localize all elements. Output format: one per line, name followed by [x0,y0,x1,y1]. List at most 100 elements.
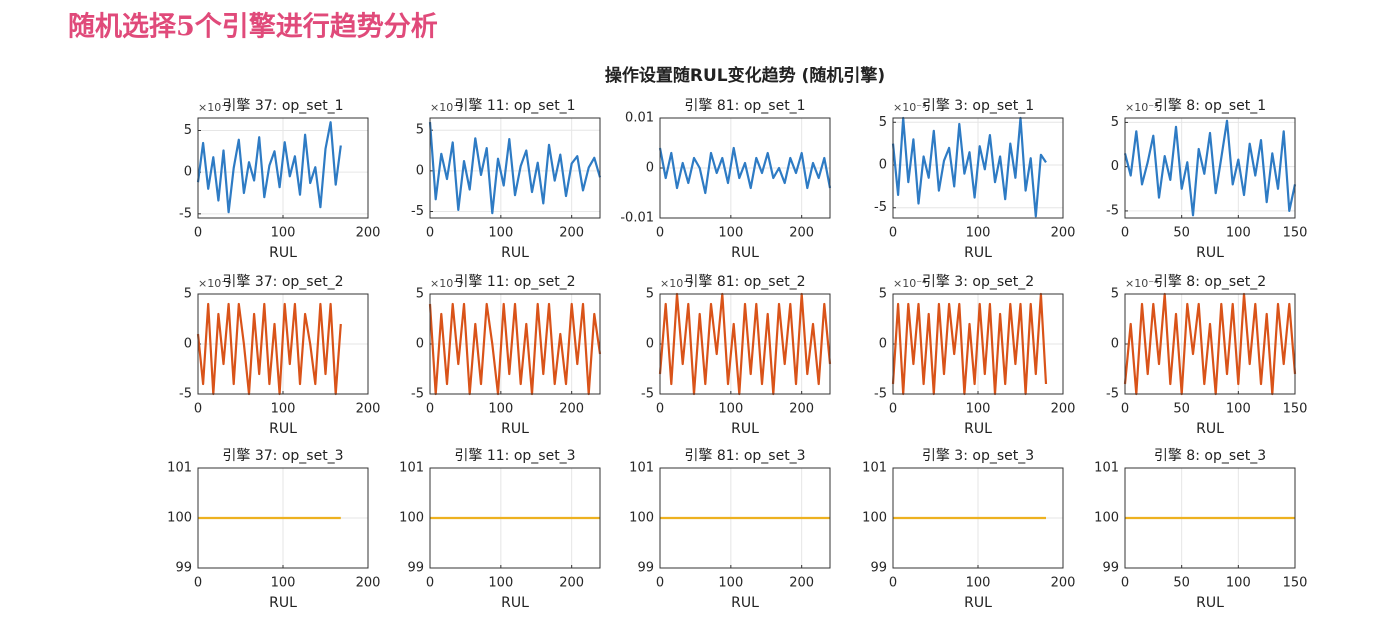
data-line [428,302,602,396]
x-tick-label: 200 [789,576,814,591]
axes-box [429,293,601,395]
x-axis-label: RUL [964,595,992,611]
x-tick-label: 200 [789,402,814,417]
x-tick-label: 200 [559,226,584,241]
y-tick-label: 99 [1102,561,1119,576]
axis-exponent: ×10⁻⁴ [430,277,464,290]
y-tick-label: 101 [862,461,887,476]
x-tick-label: 100 [966,402,991,417]
subplot-title: 引擎 11: op_set_2 [454,274,575,290]
axes-box [892,293,1064,395]
x-tick-label: 200 [356,402,381,417]
subplot-title: 引擎 11: op_set_3 [454,448,575,464]
axes-box [197,117,369,219]
y-tick-label: 5 [879,115,887,130]
y-tick-label: 0 [646,161,654,176]
subplot-title: 引擎 11: op_set_1 [454,98,575,114]
subplot-title: 引擎 3: op_set_3 [922,448,1034,464]
x-tick-label: 0 [889,402,897,417]
x-tick-label: 0 [426,576,434,591]
y-tick-label: 0 [1111,159,1119,174]
x-tick-label: 100 [271,402,296,417]
y-tick-label: 0 [416,163,424,178]
y-tick-label: -5 [411,204,424,219]
y-tick-label: -5 [411,387,424,402]
y-tick-label: -5 [874,200,887,215]
x-axis-label: RUL [731,245,759,261]
x-tick-label: 0 [1121,402,1129,417]
x-tick-label: 100 [1226,576,1251,591]
x-tick-label: 200 [559,402,584,417]
axis-exponent: ×10⁻⁴ [660,277,694,290]
x-tick-label: 100 [488,576,513,591]
y-tick-label: 5 [1111,115,1119,130]
y-tick-label: 101 [167,461,192,476]
axes-box [892,117,1064,219]
x-tick-label: 100 [271,226,296,241]
x-axis-label: RUL [731,595,759,611]
y-tick-label: 5 [1111,287,1119,302]
axis-exponent: ×10⁻⁴ [198,277,232,290]
x-tick-label: 100 [718,226,743,241]
x-tick-label: 200 [356,576,381,591]
y-tick-label: 5 [416,123,424,138]
data-line [658,146,832,195]
y-tick-label: 99 [870,561,887,576]
y-tick-label: 0 [184,165,192,180]
x-axis-label: RUL [964,421,992,437]
x-axis-label: RUL [269,595,297,611]
y-tick-label: 100 [399,511,424,526]
y-tick-label: 100 [1094,511,1119,526]
x-tick-label: 50 [1173,226,1190,241]
page-heading: 随机选择5个引擎进行趋势分析 [68,11,438,43]
axis-exponent: ×10⁻³ [430,101,463,114]
axis-exponent: ×10⁻⁴ [893,277,927,290]
x-tick-label: 100 [1226,402,1251,417]
subplot-title: 引擎 81: op_set_3 [684,448,805,464]
subplot-title: 引擎 3: op_set_2 [922,274,1034,290]
data-line [196,302,342,396]
x-axis-label: RUL [1196,245,1224,261]
y-tick-label: 101 [399,461,424,476]
y-tick-label: 99 [637,561,654,576]
subplot-title: 引擎 8: op_set_2 [1154,274,1266,290]
axis-exponent: ×10⁻³ [893,101,926,114]
x-tick-label: 200 [789,226,814,241]
y-tick-label: -5 [874,387,887,402]
axes-box [659,293,831,395]
axes-box [429,467,601,569]
y-tick-label: 0 [1111,337,1119,352]
x-axis-label: RUL [501,245,529,261]
x-tick-label: 50 [1173,402,1190,417]
axes-box [659,467,831,569]
y-tick-label: 101 [1094,461,1119,476]
subplot-title: 引擎 37: op_set_1 [222,98,343,114]
x-tick-label: 100 [966,576,991,591]
x-tick-label: 0 [194,226,202,241]
data-line [1123,119,1297,217]
subplot-title: 引擎 81: op_set_2 [684,274,805,290]
x-tick-label: 200 [1051,576,1076,591]
x-tick-label: 100 [718,402,743,417]
x-axis-label: RUL [269,421,297,437]
y-tick-label: 0 [646,337,654,352]
x-tick-label: 50 [1173,576,1190,591]
axis-exponent: ×10⁻³ [1125,101,1158,114]
data-line [196,121,342,214]
y-tick-label: 5 [184,123,192,138]
axis-exponent: ×10⁻³ [198,101,231,114]
x-axis-label: RUL [1196,421,1224,437]
x-tick-label: 100 [488,226,513,241]
x-tick-label: 0 [889,226,897,241]
y-tick-label: -5 [179,387,192,402]
y-tick-label: 99 [407,561,424,576]
y-tick-label: 5 [879,287,887,302]
x-axis-label: RUL [731,421,759,437]
y-tick-label: 0.01 [625,111,654,126]
y-tick-label: -5 [641,387,654,402]
x-tick-label: 150 [1283,226,1308,241]
x-tick-label: 100 [488,402,513,417]
x-tick-label: 0 [889,576,897,591]
y-tick-label: -5 [179,206,192,221]
x-tick-label: 100 [271,576,296,591]
